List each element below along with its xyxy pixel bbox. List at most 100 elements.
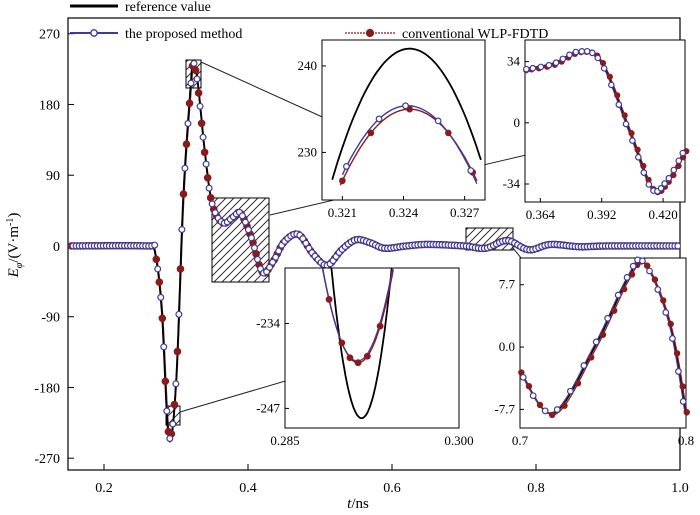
inset-secondary: 0.364 0.392 0.420 34 0 -34 [503, 39, 690, 222]
inset-x-tick-label: 0.392 [587, 207, 616, 222]
inset4-marker-conventional [610, 307, 618, 314]
marker-conventional [200, 148, 209, 157]
marker-conventional [179, 190, 188, 198]
inset3-marker-conventional [338, 339, 346, 347]
x-tick-label: 0.6 [383, 481, 401, 496]
inset3-marker-conventional [363, 352, 371, 360]
inset-trough: 0.285 0.300 -234 -247 [256, 266, 474, 448]
marker-proposed [302, 239, 310, 247]
marker-conventional [161, 377, 170, 386]
inset-y-tick-label: -234 [256, 316, 280, 331]
marker-proposed [272, 253, 280, 261]
inset2-marker-proposed [622, 120, 630, 128]
x-axis-label: t/ns [347, 496, 369, 512]
inset-y-tick-label: 240 [298, 58, 318, 73]
inset-y-tick-label: 34 [507, 54, 521, 69]
inset4-marker-conventional [667, 320, 674, 328]
inset-x-tick-label: 0.8 [678, 433, 694, 448]
marker-conventional [203, 174, 212, 182]
marker-proposed [190, 59, 198, 67]
inset2-marker-proposed [615, 101, 623, 108]
marker-proposed [238, 212, 246, 220]
marker-proposed [211, 209, 219, 217]
inset1-marker-proposed [343, 163, 350, 170]
inset4-marker-proposed [669, 335, 676, 342]
inset-x-tick-label: 0.364 [526, 207, 556, 222]
marker-proposed [196, 102, 204, 110]
inset-x-tick-label: 0.7 [512, 433, 529, 448]
marker-proposed [266, 263, 274, 271]
inset-x-tick-label: 0.324 [389, 205, 419, 220]
y-tick-label: 270 [39, 28, 60, 43]
inset1-proposed [341, 104, 478, 184]
x-tick-label: 0.8 [527, 481, 545, 496]
inset4-marker-proposed [592, 338, 600, 346]
inset4-marker-conventional [548, 411, 556, 419]
marker-proposed [154, 265, 162, 273]
marker-proposed [151, 241, 159, 249]
inset-y-tick-label: 0 [514, 115, 521, 130]
marker-proposed [160, 343, 168, 351]
marker-proposed [269, 258, 277, 266]
inset4-marker-proposed [541, 407, 549, 415]
inset4-marker-conventional [643, 262, 651, 269]
marker-conventional [155, 278, 164, 286]
inset2-marker-conventional [645, 176, 652, 183]
inset4-marker-conventional [561, 402, 568, 409]
inset2-marker-proposed [665, 174, 673, 182]
inset4-marker-proposed [654, 286, 662, 293]
inset-x-tick-label: 0.327 [450, 205, 480, 220]
inset1-marker-proposed [434, 117, 442, 125]
inset2-marker-proposed [594, 54, 602, 62]
marker-conventional [197, 119, 206, 128]
inset4-marker-proposed [580, 362, 588, 369]
inset4-marker-conventional [599, 331, 607, 338]
connector-peak [200, 61, 341, 126]
y-tick-label: -270 [34, 452, 60, 467]
inset-peak: 0.321 0.324 0.327 240 230 [298, 39, 486, 220]
inset2-marker-proposed [559, 55, 567, 63]
marker-proposed [275, 247, 283, 255]
inset2-marker-proposed [657, 185, 665, 192]
inset4-marker-proposed [646, 267, 653, 275]
inset2-marker-proposed [545, 61, 553, 69]
inset4-marker-conventional [628, 271, 636, 278]
marker-proposed [241, 218, 249, 226]
marker-proposed [202, 160, 210, 168]
inset2-marker-conventional [606, 73, 613, 80]
inset2-marker-conventional [675, 162, 682, 170]
marker-proposed [250, 244, 258, 252]
marker-proposed [187, 79, 195, 87]
marker-conventional [191, 66, 200, 75]
marker-proposed [208, 200, 216, 208]
y-axis: 270 180 90 0 -90 -180 -270 [34, 28, 74, 467]
marker-proposed [169, 420, 177, 428]
x-axis: 0.2 0.4 0.6 0.8 1.0 [95, 464, 689, 496]
legend-label-conventional: conventional WLP-FDTD [402, 27, 548, 42]
inset2-marker-proposed [645, 181, 653, 188]
inset2-marker-proposed [529, 64, 537, 72]
inset4-marker-proposed [614, 291, 622, 299]
inset1-marker-proposed [467, 167, 475, 174]
inset3-marker-conventional [376, 322, 384, 330]
inset-x-tick-label: 0.300 [444, 433, 473, 448]
marker-conventional [173, 347, 182, 356]
y-tick-label: -180 [34, 381, 60, 396]
inset4-marker-proposed [639, 257, 646, 265]
inset4-marker-conventional [673, 350, 681, 357]
inset1-marker-proposed [375, 115, 383, 123]
y-axis-label: Eφ/(V·m-1) [5, 213, 25, 279]
y-tick-label: -90 [41, 311, 60, 326]
inset-x-tick-label: 0.321 [328, 205, 357, 220]
inset4-marker-conventional [574, 380, 582, 387]
marker-conventional [182, 140, 191, 149]
legend: reference value the proposed method conv… [70, 0, 548, 42]
inset2-marker-proposed [635, 153, 642, 161]
inset2-marker-conventional [634, 146, 641, 153]
inset2-marker-conventional [628, 130, 635, 137]
marker-conventional [152, 255, 161, 264]
inset4-marker-conventional [679, 383, 686, 390]
inset4-marker-proposed [529, 392, 537, 400]
inset2-marker-proposed [640, 169, 648, 176]
marker-proposed [175, 310, 183, 318]
